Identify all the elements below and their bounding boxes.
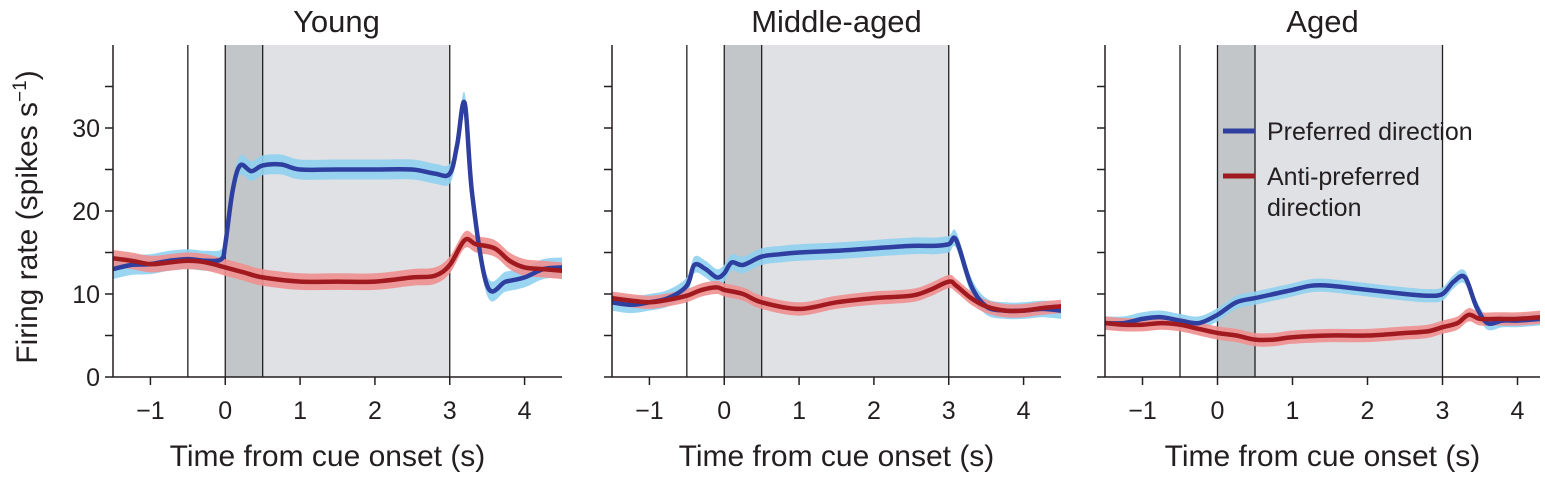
series-group <box>612 229 1061 320</box>
series-line-1 <box>1105 273 1540 326</box>
series-group <box>113 91 562 302</box>
legend: Preferred direction Anti-preferred directi… <box>1223 118 1473 222</box>
legend-label-2-1: Anti-preferred <box>1267 163 1420 191</box>
series-band-2 <box>1105 308 1540 347</box>
x-tick-label-2: 1 <box>1286 397 1300 425</box>
x-tick-label-0: −1 <box>635 397 664 425</box>
y-tick-label-30: 30 <box>72 115 100 143</box>
series-band-2 <box>113 230 562 291</box>
y-axis-title-superscript: −1 <box>10 80 31 102</box>
series-group <box>1105 269 1540 347</box>
x-tick-label-4: 3 <box>942 397 956 425</box>
x-tick-label-0: −1 <box>136 397 165 425</box>
y-axis-title-main: Firing rate (spikes s <box>11 102 44 364</box>
series-line-2 <box>1105 312 1540 343</box>
x-tick-label-5: 4 <box>1017 397 1031 425</box>
x-tick-label-5: 4 <box>518 397 532 425</box>
x-tick-label-2: 1 <box>293 397 307 425</box>
shaded-epoch-2 <box>1255 45 1443 377</box>
panel-3: −1 0 1 2 3 4 Aged Time from cue onset (s) Prefer… <box>1097 4 1540 473</box>
x-tick-label-3: 2 <box>1361 397 1375 425</box>
panel-title: Middle-aged <box>751 4 922 39</box>
x-tick-label-4: 3 <box>443 397 457 425</box>
legend-label-1-1: Preferred direction <box>1267 118 1473 146</box>
x-tick-label-0: −1 <box>1128 397 1157 425</box>
x-axis-title: Time from cue onset (s) <box>679 440 995 473</box>
x-tick-label-1: 0 <box>218 397 232 425</box>
shaded-epoch-1 <box>724 45 762 377</box>
x-tick-label-2: 1 <box>792 397 806 425</box>
panel-1: 0 10 20 30 −1 0 1 2 3 4 Young Time from cue onset (… <box>10 4 562 473</box>
shaded-epoch-2 <box>761 45 949 377</box>
series-line-2 <box>113 236 562 285</box>
x-tick-label-1: 0 <box>717 397 731 425</box>
x-axis-title: Time from cue onset (s) <box>170 440 486 473</box>
panel-title: Young <box>293 4 380 39</box>
x-tick-label-1: 0 <box>1211 397 1225 425</box>
x-tick-label-3: 2 <box>368 397 382 425</box>
series-line-2 <box>612 279 1061 314</box>
x-tick-label-5: 4 <box>1511 397 1525 425</box>
y-axis-title-close: ) <box>11 70 44 80</box>
panel-2: −1 0 1 2 3 4 Middle-aged Time from cue onset (s… <box>604 4 1061 473</box>
series-band-2 <box>612 274 1061 318</box>
shaded-epoch-2 <box>262 45 450 377</box>
x-tick-label-3: 2 <box>867 397 881 425</box>
shaded-epoch-1 <box>1217 45 1255 377</box>
y-tick-label-0: 0 <box>86 364 100 392</box>
x-tick-label-4: 3 <box>1436 397 1450 425</box>
legend-label-2-2: direction <box>1267 194 1362 222</box>
panel-title: Aged <box>1286 4 1358 39</box>
x-axis-title: Time from cue onset (s) <box>1165 440 1481 473</box>
y-axis-title: Firing rate (spikes s−1) <box>10 70 44 363</box>
y-tick-label-20: 20 <box>72 198 100 226</box>
y-tick-label-10: 10 <box>72 281 100 309</box>
series-band-1 <box>612 229 1061 320</box>
